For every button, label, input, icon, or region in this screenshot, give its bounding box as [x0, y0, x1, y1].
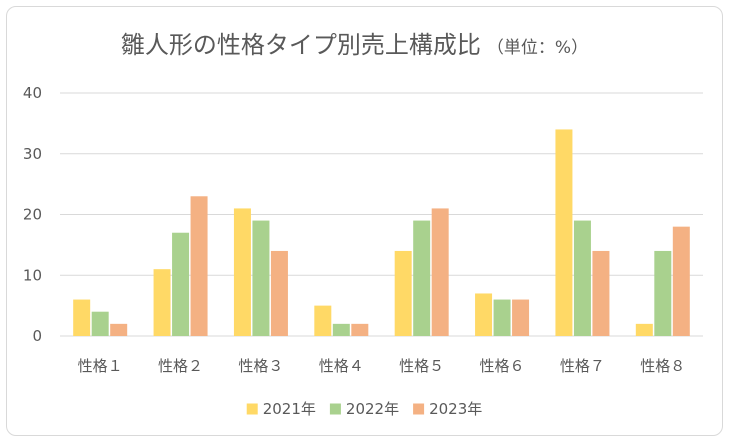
- x-tick-label: 性格１: [78, 357, 123, 375]
- bar-8-series-3: [672, 226, 690, 336]
- bars: [73, 129, 690, 336]
- bar-7-series-2: [573, 220, 591, 336]
- x-tick-label: 性格３: [238, 357, 283, 375]
- legend-item: 2023年: [413, 400, 482, 418]
- legend-item: 2022年: [329, 400, 399, 418]
- chart-title-main: 雛人形の性格タイプ別売上構成比: [121, 31, 481, 59]
- y-tick-label: 30: [23, 145, 42, 163]
- x-axis: 性格１ 性格２ 性格３ 性格４ 性格５ 性格６ 性格７ 性格８: [78, 357, 686, 375]
- bar-8-series-2: [654, 250, 672, 336]
- bar-1-series-1: [73, 299, 91, 336]
- bar-5-series-1: [394, 250, 412, 336]
- x-tick-label: 性格４: [319, 357, 364, 375]
- y-tick-label: 40: [23, 84, 42, 102]
- bar-5-series-2: [413, 220, 431, 336]
- chart-frame: [6, 6, 723, 436]
- legend-swatch: [413, 403, 425, 415]
- bar-6-series-2: [493, 299, 511, 336]
- x-tick-label: 性格７: [560, 357, 605, 375]
- bar-8-series-1: [635, 323, 653, 336]
- bar-5-series-3: [431, 208, 449, 336]
- y-tick-label: 10: [23, 266, 42, 284]
- bar-6-series-3: [512, 299, 530, 336]
- x-tick-label: 性格２: [158, 357, 203, 375]
- bar-7-series-1: [555, 129, 573, 336]
- bar-3-series-1: [233, 208, 251, 336]
- x-tick-label: 性格８: [640, 357, 685, 375]
- bar-2-series-2: [172, 232, 190, 336]
- bar-2-series-1: [153, 269, 171, 336]
- legend-swatch: [246, 403, 258, 415]
- x-tick-label: 性格６: [480, 357, 525, 375]
- y-tick-label: 0: [32, 327, 42, 345]
- legend-item: 2021年: [246, 400, 316, 418]
- bar-4-series-2: [332, 323, 350, 336]
- y-tick-label: 20: [23, 206, 42, 224]
- y-axis: 0 10 20 30 40: [23, 84, 42, 345]
- chart-title: 雛人形の性格タイプ別売上構成比 （単位：%）: [121, 31, 588, 59]
- x-tick-label: 性格５: [399, 357, 444, 375]
- legend-label: 2021年: [263, 400, 316, 418]
- bar-3-series-2: [252, 220, 270, 336]
- bar-4-series-3: [351, 323, 369, 336]
- bar-3-series-3: [270, 250, 288, 336]
- bar-2-series-3: [190, 196, 208, 336]
- bar-1-series-3: [110, 323, 128, 336]
- bar-6-series-1: [475, 293, 493, 336]
- bar-4-series-1: [314, 305, 332, 336]
- legend-swatch: [329, 403, 341, 415]
- bar-7-series-3: [592, 250, 610, 336]
- legend-label: 2022年: [346, 400, 399, 418]
- legend-label: 2023年: [429, 400, 482, 418]
- bar-1-series-2: [91, 311, 109, 336]
- legend: 2021年 2022年 2023年: [246, 400, 482, 418]
- chart-title-unit: （単位：%）: [487, 38, 588, 58]
